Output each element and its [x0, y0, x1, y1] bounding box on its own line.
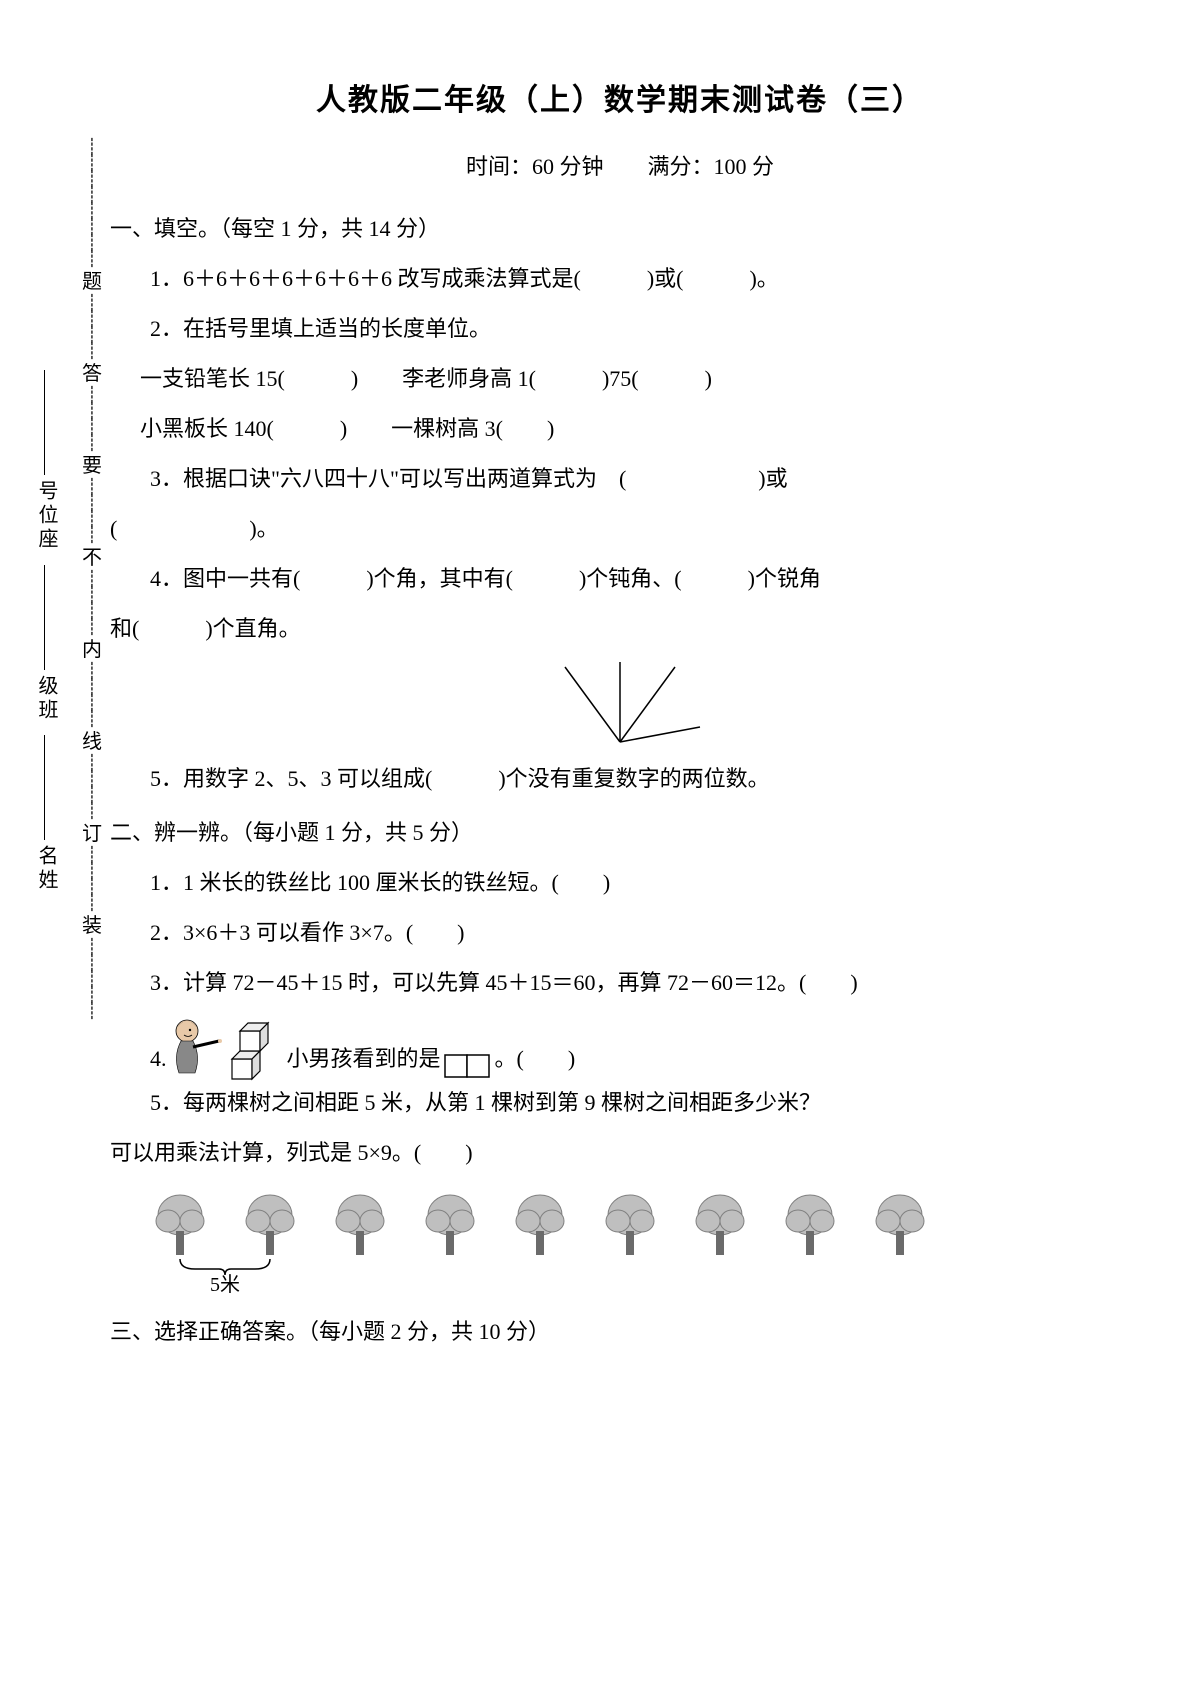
- s2-q4-prefix: 4.: [150, 1037, 167, 1081]
- class-line-top: [44, 565, 45, 670]
- s2-q5b: 可以用乘法计算，列式是 5×9。( ): [110, 1131, 1130, 1175]
- score-value: 100 分: [714, 154, 775, 179]
- seat-line-top: [44, 370, 45, 475]
- time-label: 时间：: [466, 154, 532, 179]
- s2-q2: 2．3×6＋3 可以看作 3×7。( ): [150, 911, 1130, 955]
- s1-q3b: ( )。: [110, 507, 1130, 551]
- exam-title: 人教版二年级（上）数学期末测试卷（三）: [110, 75, 1130, 119]
- class-label: 级班: [32, 675, 61, 723]
- dots-column: ┊┊┊┊┊┊┊┊题┊┊┊┊答┊┊┊┊要┊┊┊┊不┊┊┊┊内┊┊┊┊线┊┊┊┊订┊…: [82, 140, 102, 1020]
- svg-text:5米: 5米: [210, 1273, 240, 1295]
- s1-q1: 1．6＋6＋6＋6＋6＋6＋6 改写成乘法算式是( )或( )。: [150, 257, 1130, 301]
- name-label: 名姓: [32, 845, 61, 893]
- time-value: 60 分钟: [532, 154, 604, 179]
- two-squares-icon: [443, 1053, 493, 1081]
- section-3-head: 三、选择正确答案。（每小题 2 分，共 10 分）: [110, 1314, 1130, 1346]
- s2-q3: 3．计算 72－45＋15 时，可以先算 45＋15＝60，再算 72－60＝1…: [150, 961, 1130, 1005]
- s2-q1: 1．1 米长的铁丝比 100 厘米长的铁丝短。( ): [150, 861, 1130, 905]
- s1-q5: 5．用数字 2、5、3 可以组成( )个没有重复数字的两位数。: [150, 757, 1130, 801]
- s1-q3a: 3．根据口诀"六八四十八"可以写出两道算式为 ( )或: [150, 457, 1130, 501]
- angle-diagram: [535, 657, 705, 747]
- s1-q2b: 小黑板长 140( ) 一棵树高 3( ): [140, 407, 1130, 451]
- exam-subtitle: 时间：60 分钟 满分：100 分: [110, 149, 1130, 181]
- s1-q2: 2．在括号里填上适当的长度单位。: [150, 307, 1130, 351]
- s1-q4b: 和( )个直角。: [110, 607, 1130, 651]
- section-1-head: 一、填空。（每空 1 分，共 14 分）: [110, 211, 1130, 243]
- s1-q4a: 4．图中一共有( )个角，其中有( )个钝角、( )个锐角: [150, 557, 1130, 601]
- score-label: 满分：: [648, 154, 714, 179]
- s2-q4-suffix: 。( ): [495, 1037, 576, 1081]
- content-area: 人教版二年级（上）数学期末测试卷（三） 时间：60 分钟 满分：100 分 一、…: [110, 75, 1130, 1360]
- exam-page: // placeholder handled below ┊┊┊┊┊┊┊┊题┊┊…: [0, 0, 1189, 1682]
- seat-label: 号位座: [32, 480, 61, 552]
- s2-q4-row: 4. 小男孩看到的是 。( ): [150, 1011, 1130, 1081]
- trees-row: 5米: [150, 1185, 1130, 1300]
- section-2-head: 二、辨一辨。（每小题 1 分，共 5 分）: [110, 815, 1130, 847]
- s2-q5a: 5．每两棵树之间相距 5 米，从第 1 棵树到第 9 棵树之间相距多少米？: [150, 1081, 1130, 1125]
- s1-q2a: 一支铅笔长 15( ) 李老师身高 1( )75( ): [140, 357, 1130, 401]
- s2-q4-mid: 小男孩看到的是: [287, 1037, 441, 1081]
- name-line-top: [44, 735, 45, 840]
- trees-diagram: 5米: [150, 1185, 964, 1295]
- boy-cubes-icon: [167, 1011, 287, 1081]
